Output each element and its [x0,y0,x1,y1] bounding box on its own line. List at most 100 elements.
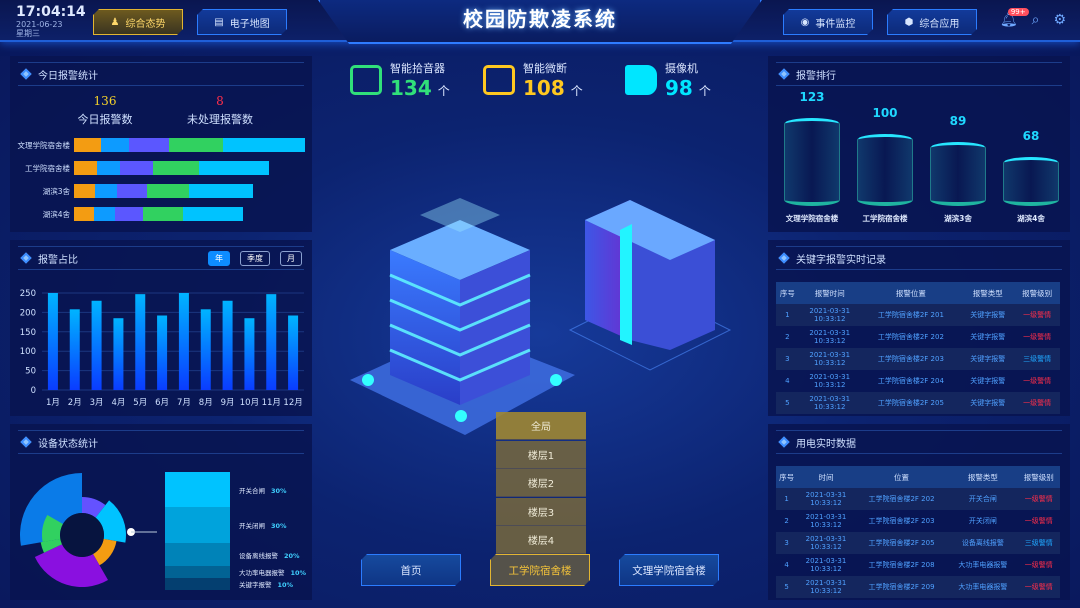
cell-location: 工学院宿舍楼2F 204 [877,377,944,385]
cell-time: 2021-03-31 10:33:12 [798,348,861,370]
table-row[interactable]: 4 2021-03-31 10:33:12 工学院宿舍楼2F 204 关键字报警 一级警情 [776,370,1060,392]
legend-pct: 30% [271,522,287,531]
month-bar [178,293,189,390]
legend-pct: 20% [284,551,300,560]
cell-location: 工学院宿舍楼2F 209 [854,576,949,598]
cell-date: 2021-03-31 [805,513,847,521]
page-title: 校园防欺凌系统 [318,0,762,44]
cell-location: 工学院宿舍楼2F 202 [877,333,944,341]
cell-index: 3 [776,348,799,370]
table-row[interactable]: 5 2021-03-31 10:33:12 工学院宿舍楼2F 205 关键字报警 一级警情 [776,392,1060,414]
cell-date: 2021-03-31 [809,351,851,359]
cell-type: 关键字报警 [970,377,1006,385]
month-bar [91,300,102,390]
column-header: 报警级别 [1017,466,1060,488]
table-row[interactable]: 1 2021-03-31 10:33:12 工学院宿舍楼2F 202 开关合闸 一级警情 [776,488,1060,510]
legend-item: 开关闭闸 30% [239,520,287,530]
stat-label: 智能拾音器 [390,62,445,75]
floor-option[interactable]: 楼层1 [496,440,586,469]
rose-center [60,513,104,557]
cell-index: 5 [776,576,798,598]
stat-value: 108 [523,76,565,100]
rank-value: 100 [872,106,898,121]
table-row[interactable]: 2 2021-03-31 10:33:12 工学院宿舍楼2F 202 关键字报警 一级警情 [776,326,1060,348]
tab-month[interactable]: 月 [280,250,302,266]
nav-situation-button[interactable]: ♟ 综合态势 [93,9,183,35]
diamond-icon [20,68,32,80]
unhandled-alarm-label: 未处理报警数 [187,113,253,126]
cell-time: 2021-03-31 10:33:12 [797,576,855,598]
bar-segment [189,184,253,198]
cell-level: 三级警情 [1014,348,1060,370]
cell-level: 一级警情 [1017,576,1060,598]
legend-block [165,472,230,508]
rank-value: 89 [949,114,967,129]
rose-segment [82,497,106,518]
panel-title: 报警占比 [38,254,78,266]
x-tick-label: 12月 [283,398,302,408]
x-tick-label: 1月 [46,398,60,408]
category-label: 湖滨4舍 [42,210,70,219]
building-button[interactable]: 工学院宿舍楼 [490,554,590,586]
bar-segment [74,161,97,175]
diamond-icon [778,252,790,264]
cell-location: 工学院宿舍楼2F 208 [868,561,935,569]
table-row[interactable]: 5 2021-03-31 10:33:12 工学院宿舍楼2F 209 大功率电器报警 一级… [776,576,1060,598]
rank-label: 工学院宿舍楼 [862,214,908,223]
cell-location: 工学院宿舍楼2F 202 [854,488,949,510]
panel-title: 关键字报警实时记录 [796,254,886,266]
legend-pct: 30% [271,486,287,495]
floor-option[interactable]: 楼层2 [496,469,586,497]
x-tick-label: 10月 [240,398,259,408]
bar-segment [74,184,95,198]
floor-option[interactable]: 全局 [496,412,586,440]
y-tick-label: 250 [20,289,36,299]
cell-index: 1 [776,304,799,326]
month-bar [69,309,80,390]
category-label: 文理学院宿舍楼 [17,141,71,150]
month-bar [244,318,255,390]
floor-option[interactable]: 楼层3 [496,497,586,526]
floor-option[interactable]: 楼层4 [496,526,586,554]
diamond-icon [20,252,32,264]
cell-location: 工学院宿舍楼2F 203 [868,517,935,525]
nav-apps-button[interactable]: ⬢ 综合应用 [887,9,977,35]
bell-icon[interactable]: 🔔︎ 99+ [1000,8,1029,28]
tab-year[interactable]: 年 [208,250,230,266]
bar-segment [120,161,153,175]
panel-title: 报警排行 [796,70,836,82]
x-tick-label: 9月 [221,398,235,408]
legend-block [165,542,230,567]
today-alarm-label: 今日报警数 [77,113,133,126]
table-row[interactable]: 3 2021-03-31 10:33:12 工学院宿舍楼2F 203 关键字报警 三级警情 [776,348,1060,370]
rank-value: 123 [799,90,825,104]
nav-event-monitor-button[interactable]: ◉ 事件监控 [783,9,873,35]
cell-location: 工学院宿舍楼2F 205 [854,532,949,554]
cell-location: 工学院宿舍楼2F 205 [860,392,962,414]
rose-segment [95,500,127,543]
gear-icon[interactable]: ⚙ [1053,12,1066,28]
column-header: 报警类型 [961,282,1015,304]
cell-level: 一级警情 [1023,377,1052,385]
building-button[interactable]: 文理学院宿舍楼 [619,554,719,586]
rose-chart [20,473,157,587]
tab-quarter[interactable]: 季度 [240,250,270,266]
stat-label: 摄像机 [665,62,698,75]
table-row[interactable]: 1 2021-03-31 10:33:12 工学院宿舍楼2F 201 关键字报警 一级警情 [776,304,1060,326]
weekday: 星期三 [16,29,40,38]
rank-cylinder-chart: 123 文理学院宿舍楼 100 工学院宿舍楼 89 湖滨3舍 68 湖滨4舍 [768,86,1070,232]
table-row[interactable]: 4 2021-03-31 10:33:12 工学院宿舍楼2F 208 大功率电器报警 一级… [776,554,1060,576]
legend-block [165,578,230,590]
table-row[interactable]: 2 2021-03-31 10:33:12 工学院宿舍楼2F 203 开关闭闸 一级警情 [776,510,1060,532]
search-icon[interactable]: ⌕ [1031,12,1040,28]
cell-index: 1 [776,488,798,510]
bar-segment [115,207,143,221]
table-row[interactable]: 3 2021-03-31 10:33:12 工学院宿舍楼2F 205 设备离线报警 三级警… [776,532,1060,554]
nav-map-button[interactable]: ▤ 电子地图 [197,9,287,35]
legend-label: 关键字报警 [239,581,272,590]
month-bar [200,309,211,390]
legend-item: 开关合闸 30% [239,485,287,495]
building-button[interactable]: 首页 [361,554,461,586]
power-records-table: 序号 时间 位置 报警类型 报警级别 1 2021-03-31 10:33:12 工学院宿舍楼2… [776,466,1060,598]
legend-pct: 10% [290,569,307,578]
